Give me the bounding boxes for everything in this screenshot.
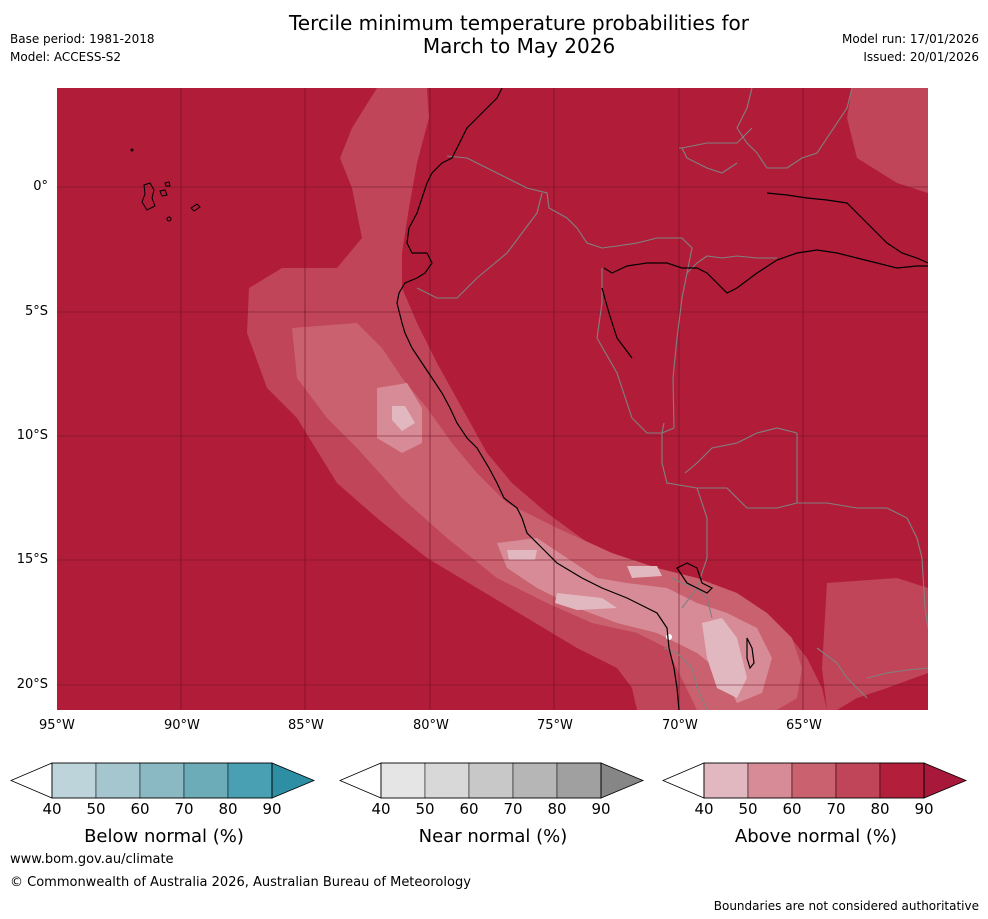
colorbar-tick-40: 40 <box>694 800 714 818</box>
y-tick-15s: 15°S <box>16 552 48 567</box>
colorbar-segment-60-70 <box>468 762 514 799</box>
colorbar-segment-below-40 <box>338 762 382 799</box>
colorbar-segment-below-40 <box>661 762 705 799</box>
x-tick-95w: 95°W <box>39 718 75 733</box>
galapagos-islands <box>130 148 201 222</box>
colorbar-segment-40-50 <box>51 762 97 799</box>
colorbar-segment-80-90 <box>879 762 925 799</box>
copyright-text: © Commonwealth of Australia 2026, Austra… <box>10 875 471 890</box>
colorbar-tick-70: 70 <box>503 800 523 818</box>
title-line-2: March to May 2026 <box>422 34 616 58</box>
colorbar-segment-80-90 <box>556 762 602 799</box>
x-tick-90w: 90°W <box>164 718 200 733</box>
disclaimer-text: Boundaries are not considered authoritat… <box>713 899 979 913</box>
colorbar-tick-80: 80 <box>218 800 238 818</box>
coastline <box>396 88 928 710</box>
colorbar-above-normal-swatches <box>661 762 968 799</box>
title-line-1: Tercile minimum temperature probabilitie… <box>288 11 750 35</box>
colorbar-segment-below-40 <box>9 762 53 799</box>
colorbar-near-normal-label: Near normal (%) <box>418 826 568 847</box>
colorbar-tick-90: 90 <box>591 800 611 818</box>
band-40-50 <box>392 406 747 698</box>
colorbar-tick-40: 40 <box>42 800 62 818</box>
colorbar-above-normal-label: Above normal (%) <box>734 826 898 847</box>
colorbar-segment-50-60 <box>424 762 470 799</box>
colorbar-tick-60: 60 <box>459 800 479 818</box>
gridlines <box>57 88 928 710</box>
colorbar-near-normal: 40 50 60 70 80 90 Near normal (%) <box>338 762 647 860</box>
y-tick-20s: 20°S <box>16 677 48 692</box>
x-tick-70w: 70°W <box>662 718 698 733</box>
colorbar-tick-50: 50 <box>738 800 758 818</box>
x-tick-85w: 85°W <box>288 718 324 733</box>
colorbar-outline <box>51 762 273 799</box>
colorbar-outline <box>703 762 925 799</box>
y-tick-5s: 5°S <box>24 304 48 319</box>
colorbar-tick-60: 60 <box>130 800 150 818</box>
country-borders <box>416 88 928 710</box>
probability-map <box>57 88 928 710</box>
colorbar-tick-80: 80 <box>870 800 890 818</box>
colorbar-segment-70-80 <box>183 762 229 799</box>
colorbar-segment-60-70 <box>791 762 837 799</box>
colorbar-tick-80: 80 <box>547 800 567 818</box>
website-text: www.bom.gov.au/climate <box>10 852 174 867</box>
band-50-60 <box>377 383 772 703</box>
colorbar-segment-above-90 <box>923 762 968 799</box>
colorbar-segment-70-80 <box>512 762 558 799</box>
colorbar-segment-50-60 <box>95 762 141 799</box>
x-tick-75w: 75°W <box>537 718 573 733</box>
colorbar-segment-80-90 <box>227 762 273 799</box>
colorbar-below-normal-label: Below normal (%) <box>84 826 244 847</box>
band-70-80-northeast <box>847 88 928 193</box>
base-period-label: Base period: 1981-2018 <box>10 32 155 46</box>
colorbar-below-normal-swatches <box>9 762 316 799</box>
colorbar-below-normal: 40 50 60 70 80 90 Below normal (%) <box>9 762 318 860</box>
issued-label: Issued: 20/01/2026 <box>863 50 979 64</box>
model-label: Model: ACCESS-S2 <box>10 50 122 64</box>
band-70-80 <box>247 88 827 710</box>
colorbar-tick-50: 50 <box>415 800 435 818</box>
map-background-above-normal-80-90 <box>57 88 928 710</box>
colorbar-segment-40-50 <box>380 762 426 799</box>
colorbar-tick-60: 60 <box>782 800 802 818</box>
colorbar-segment-above-90 <box>271 762 316 799</box>
colorbar-segment-70-80 <box>835 762 881 799</box>
colorbar-segment-above-90 <box>600 762 645 799</box>
colorbar-tick-50: 50 <box>86 800 106 818</box>
x-tick-80w: 80°W <box>413 718 449 733</box>
colorbar-segment-60-70 <box>139 762 185 799</box>
colorbar-tick-90: 90 <box>914 800 934 818</box>
x-tick-65w: 65°W <box>786 718 822 733</box>
colorbar-segment-50-60 <box>747 762 793 799</box>
colorbar-tick-90: 90 <box>262 800 282 818</box>
y-tick-10s: 10°S <box>16 428 48 443</box>
colorbar-segment-40-50 <box>703 762 749 799</box>
model-run-label: Model run: 17/01/2026 <box>841 32 979 46</box>
colorbar-near-normal-swatches <box>338 762 645 799</box>
colorbar-tick-70: 70 <box>174 800 194 818</box>
y-tick-0: 0° <box>33 179 48 194</box>
band-70-80-east <box>822 578 928 710</box>
colorbar-outline <box>380 762 602 799</box>
colorbar-tick-40: 40 <box>371 800 391 818</box>
peak-marker <box>666 634 672 640</box>
map-title: Tercile minimum temperature probabilitie… <box>0 12 988 58</box>
colorbar-tick-70: 70 <box>826 800 846 818</box>
colorbar-above-normal: 40 50 60 70 80 90 Above normal (%) <box>661 762 970 860</box>
